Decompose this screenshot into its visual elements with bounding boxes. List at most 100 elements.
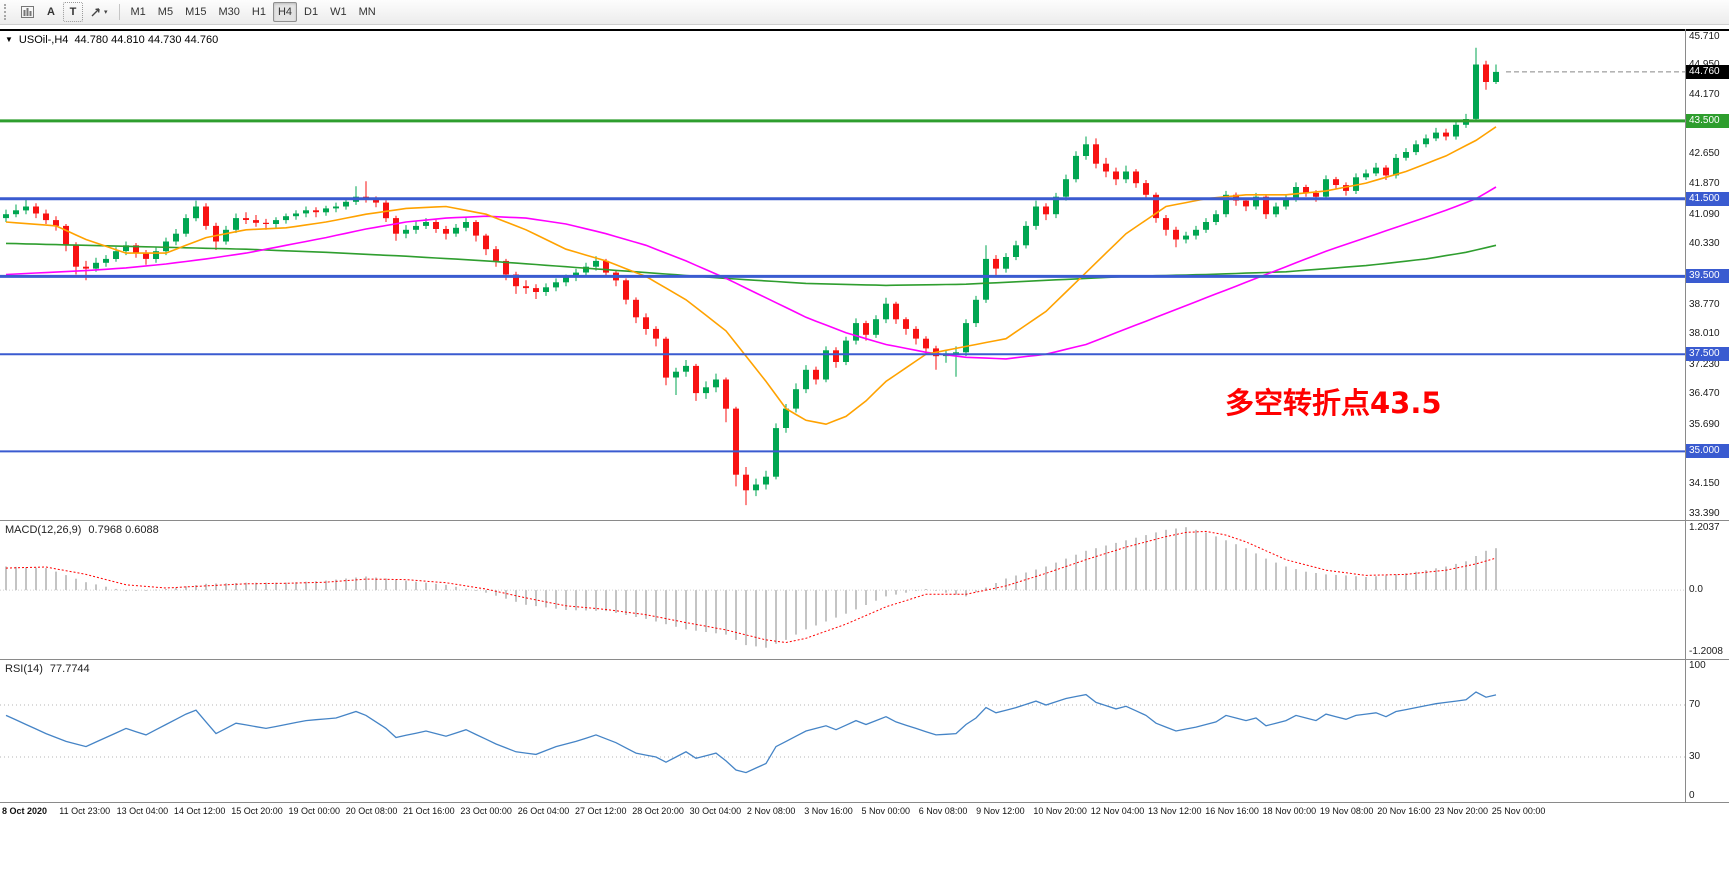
time-axis-label: 20 Oct 08:00 bbox=[345, 806, 398, 816]
axis-tick-label: 0 bbox=[1689, 790, 1695, 801]
macd-chart[interactable] bbox=[0, 521, 1685, 659]
axis-tick-label: 0.0 bbox=[1689, 584, 1703, 596]
time-axis-label: 3 Nov 16:00 bbox=[804, 806, 853, 816]
axis-tick-label: 40.330 bbox=[1689, 238, 1720, 250]
time-axis-label: 27 Oct 12:00 bbox=[575, 806, 627, 816]
timeframe-h1-button[interactable]: H1 bbox=[247, 2, 271, 22]
rsi-axis: 100 70 30 0 bbox=[1686, 660, 1729, 802]
axis-tick-label: -1.2008 bbox=[1689, 646, 1723, 657]
axis-tick-label: 33.390 bbox=[1689, 508, 1720, 519]
toolbar: A T ▾ M1 M5 M15 M30 H1 H4 D1 W1 MN bbox=[0, 0, 1729, 25]
macd-name: MACD(12,26,9) bbox=[5, 524, 82, 536]
price-chart-panel: ▼ USOil-,H4 44.780 44.810 44.730 44.760 … bbox=[0, 31, 1685, 520]
time-axis[interactable]: 8 Oct 2020 11 Oct 23:00 13 Oct 04:00 14 Oct… bbox=[0, 804, 1685, 824]
chart-symbol-icon[interactable]: ▼ bbox=[5, 35, 13, 44]
timeframe-h4-button[interactable]: H4 bbox=[272, 2, 298, 22]
time-axis-label: 28 Oct 20:00 bbox=[632, 806, 684, 816]
macd-label: MACD(12,26,9) 0.7968 0.6088 bbox=[5, 524, 159, 536]
time-axis-label: 14 Oct 12:00 bbox=[173, 806, 226, 816]
time-axis-label: 12 Nov 04:00 bbox=[1090, 806, 1145, 816]
chart-grid-button[interactable] bbox=[16, 2, 39, 22]
arrow-tool-icon bbox=[91, 8, 100, 17]
axis-tick-label: 42.650 bbox=[1689, 147, 1720, 159]
axis-tick-label: 100 bbox=[1689, 660, 1706, 671]
price-axis[interactable]: 45.71044.95044.17043.42042.65041.87041.0… bbox=[1686, 31, 1729, 520]
time-axis-label: 5 Nov 00:00 bbox=[861, 806, 911, 816]
timeframe-w1-button[interactable]: W1 bbox=[325, 2, 352, 22]
time-axis-label: 19 Oct 00:00 bbox=[288, 806, 341, 816]
ma-mid-line bbox=[5, 186, 1497, 360]
timeframe-m5-button[interactable]: M5 bbox=[153, 2, 178, 22]
axis-tick-label: 38.770 bbox=[1689, 298, 1720, 310]
time-axis-label: 19 Nov 08:00 bbox=[1319, 806, 1374, 816]
time-axis-label: 9 Nov 12:00 bbox=[976, 806, 1025, 816]
axis-tick-label: 41.090 bbox=[1689, 208, 1720, 220]
rsi-chart[interactable] bbox=[0, 660, 1685, 802]
chart-region: ▼ USOil-,H4 44.780 44.810 44.730 44.760 … bbox=[0, 29, 1729, 888]
time-axis-label: 16 Nov 16:00 bbox=[1205, 806, 1259, 816]
text-label-tool-button[interactable]: A bbox=[41, 2, 61, 22]
price-badge-44.760: 44.760 bbox=[1686, 65, 1729, 79]
axis-tick-label: 44.170 bbox=[1689, 88, 1720, 100]
time-axis-label: 6 Nov 08:00 bbox=[918, 806, 968, 816]
timeframe-mn-button[interactable]: MN bbox=[354, 2, 381, 22]
toolbar-grip[interactable] bbox=[4, 4, 11, 20]
axis-tick-label: 1.2037 bbox=[1689, 522, 1720, 533]
chart-top-border bbox=[0, 29, 1729, 31]
time-axis-label: 18 Nov 00:00 bbox=[1262, 806, 1317, 816]
time-axis-label: 20 Nov 16:00 bbox=[1377, 806, 1431, 816]
chevron-down-icon: ▾ bbox=[104, 9, 108, 16]
time-axis-label: 26 Oct 04:00 bbox=[517, 806, 570, 816]
panel-separator bbox=[0, 802, 1729, 803]
axis-tick-label: 35.690 bbox=[1689, 418, 1720, 430]
chart-header: ▼ USOil-,H4 44.780 44.810 44.730 44.760 bbox=[5, 34, 218, 46]
price-badge-35.000: 35.000 bbox=[1686, 444, 1729, 458]
axis-tick-label: 36.470 bbox=[1689, 388, 1720, 400]
panel-separator[interactable] bbox=[0, 520, 1729, 521]
toolbar-separator bbox=[118, 4, 120, 20]
axis-tick-label: 34.150 bbox=[1689, 478, 1720, 490]
rsi-line bbox=[5, 691, 1497, 774]
timeframe-m30-button[interactable]: M30 bbox=[213, 2, 244, 22]
time-axis-label: 25 Nov 00:00 bbox=[1491, 806, 1546, 816]
price-badge-43.500: 43.500 bbox=[1686, 114, 1729, 128]
axis-tick-label: 38.010 bbox=[1689, 328, 1720, 340]
macd-axis: 1.2037 0.0 -1.2008 bbox=[1686, 521, 1729, 659]
time-axis-label: 2 Nov 08:00 bbox=[746, 806, 796, 816]
annotation-text[interactable]: 多空转折点43.5 bbox=[1225, 386, 1442, 420]
timeframe-d1-button[interactable]: D1 bbox=[299, 2, 323, 22]
time-axis-label: 13 Oct 04:00 bbox=[116, 806, 169, 816]
axis-tick-label: 37.230 bbox=[1689, 358, 1720, 370]
text-box-tool-button[interactable]: T bbox=[63, 2, 83, 22]
axis-tick-label: 30 bbox=[1689, 751, 1701, 762]
axis-tick-label: 41.870 bbox=[1689, 178, 1720, 190]
macd-signal-line bbox=[5, 530, 1497, 644]
price-badge-39.500: 39.500 bbox=[1686, 269, 1729, 283]
ma-slow-line bbox=[5, 242, 1497, 287]
time-axis-label: 23 Nov 20:00 bbox=[1434, 806, 1489, 816]
timeframe-m1-button[interactable]: M1 bbox=[126, 2, 151, 22]
price-chart[interactable] bbox=[0, 31, 1685, 520]
ma-fast-line bbox=[5, 126, 1497, 426]
panel-separator[interactable] bbox=[0, 659, 1729, 660]
time-axis-label: 30 Oct 04:00 bbox=[689, 806, 742, 816]
rsi-name: RSI(14) bbox=[5, 663, 43, 675]
time-axis-label: 23 Oct 00:00 bbox=[460, 806, 512, 816]
time-axis-label: 8 Oct 2020 bbox=[2, 806, 48, 816]
rsi-panel: RSI(14) 77.7744 bbox=[0, 660, 1685, 802]
axis-tick-label: 45.710 bbox=[1689, 31, 1720, 42]
rsi-label: RSI(14) 77.7744 bbox=[5, 663, 90, 675]
axis-border bbox=[1685, 29, 1686, 803]
axis-tick-label: 70 bbox=[1689, 699, 1701, 710]
price-badge-37.500: 37.500 bbox=[1686, 347, 1729, 361]
price-badge-41.500: 41.500 bbox=[1686, 192, 1729, 206]
chart-ohlc-values: 44.780 44.810 44.730 44.760 bbox=[74, 34, 219, 46]
time-axis-label: 13 Nov 12:00 bbox=[1148, 806, 1202, 816]
time-axis-label: 21 Oct 16:00 bbox=[403, 806, 455, 816]
timeframe-m15-button[interactable]: M15 bbox=[180, 2, 211, 22]
macd-panel: MACD(12,26,9) 0.7968 0.6088 bbox=[0, 521, 1685, 659]
macd-values: 0.7968 0.6088 bbox=[88, 524, 159, 536]
arrow-tool-button[interactable]: ▾ bbox=[85, 2, 113, 22]
time-axis-label: 10 Nov 20:00 bbox=[1033, 806, 1087, 816]
